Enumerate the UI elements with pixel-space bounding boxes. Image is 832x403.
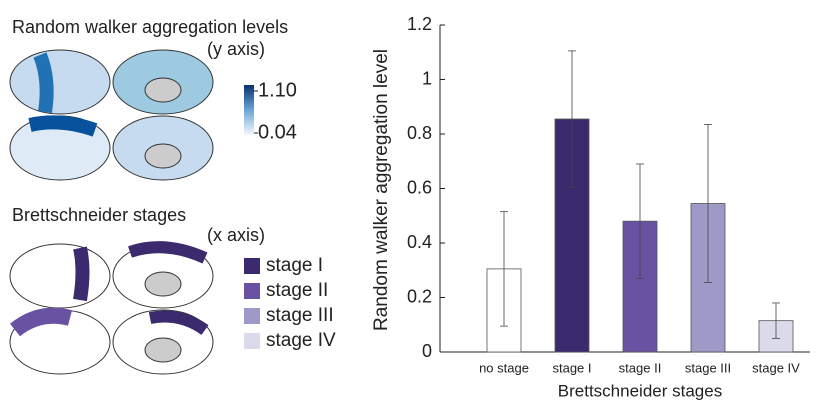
legend-label: stage III (266, 305, 334, 326)
x-tick-label: stage III (685, 360, 731, 375)
y-tick-label: 1.2 (407, 14, 432, 34)
legend-label: stage IV (266, 330, 336, 351)
panel-title: Random walker aggregation levels (12, 17, 288, 37)
brain-maps-blue (10, 50, 213, 180)
colorbar-label: 0.04 (258, 121, 297, 143)
x-tick-label: no stage (479, 360, 529, 375)
y-tick-label: 0.8 (407, 123, 432, 143)
x-tick-label: stage II (619, 360, 662, 375)
colorbar (244, 85, 254, 135)
x-tick-label: stage I (552, 360, 591, 375)
legend-label: stage II (266, 280, 328, 301)
figure: Random walker aggregation levels (y axis… (0, 0, 832, 403)
panel-note: (x axis) (207, 225, 265, 245)
y-axis-label: Random walker aggregation level (371, 49, 392, 331)
x-axis-label: Brettschneider stages (558, 381, 722, 400)
y-tick-label: 0.4 (407, 232, 432, 252)
panel-title: Brettschneider stages (12, 205, 186, 225)
legend-swatch (244, 308, 260, 324)
y-tick-label: 0 (422, 341, 432, 361)
legend-swatch (244, 333, 260, 349)
x-tick-label: stage IV (752, 360, 800, 375)
y-tick-label: 0.2 (407, 286, 432, 306)
legend-label: stage I (266, 255, 323, 276)
y-tick-label: 1 (422, 68, 432, 88)
colorbar-label: 1.10 (258, 79, 297, 101)
brain-maps-purple (10, 244, 213, 374)
y-tick-label: 0.6 (407, 177, 432, 197)
legend-swatch (244, 283, 260, 299)
legend-swatch (244, 258, 260, 274)
panel-note: (y axis) (207, 39, 265, 59)
